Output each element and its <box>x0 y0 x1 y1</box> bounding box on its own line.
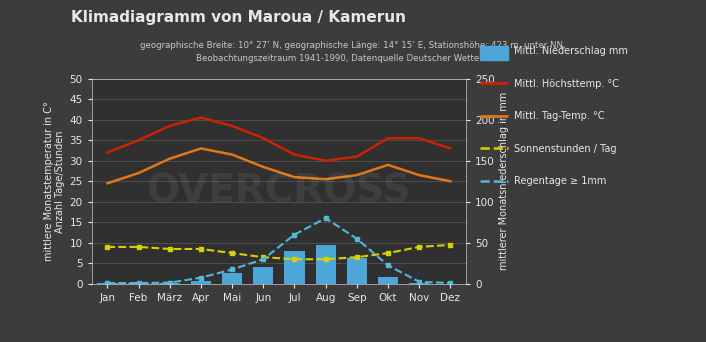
Bar <box>191 280 211 284</box>
Bar <box>347 259 367 284</box>
Bar <box>285 251 304 284</box>
Text: Regentage ≥ 1mm: Regentage ≥ 1mm <box>514 176 606 186</box>
Text: Mittl. Höchsttemp. °C: Mittl. Höchsttemp. °C <box>514 79 619 89</box>
Bar <box>316 245 336 284</box>
Text: OVERCROSS: OVERCROSS <box>147 172 411 211</box>
Y-axis label: mittlerer Monatsniederschlag in mm: mittlerer Monatsniederschlag in mm <box>499 92 509 271</box>
Text: Sonnenstunden / Tag: Sonnenstunden / Tag <box>514 144 616 154</box>
Bar <box>253 267 273 284</box>
Bar <box>378 277 398 284</box>
Y-axis label: mittlere Monatstemperatur in C°
Anzahl Tage/Stunden: mittlere Monatstemperatur in C° Anzahl T… <box>44 101 66 261</box>
Bar <box>222 273 242 284</box>
Text: Klimadiagramm von Maroua / Kamerun: Klimadiagramm von Maroua / Kamerun <box>71 10 406 25</box>
Text: Mittl. Niederschlag mm: Mittl. Niederschlag mm <box>514 46 628 56</box>
Bar <box>160 283 180 284</box>
Text: geographische Breite: 10° 27’ N, geographische Länge: 14° 15’ E, Stationshöhe: 4: geographische Breite: 10° 27’ N, geograp… <box>140 41 566 63</box>
Text: Mittl. Tag-Temp. °C: Mittl. Tag-Temp. °C <box>514 111 604 121</box>
